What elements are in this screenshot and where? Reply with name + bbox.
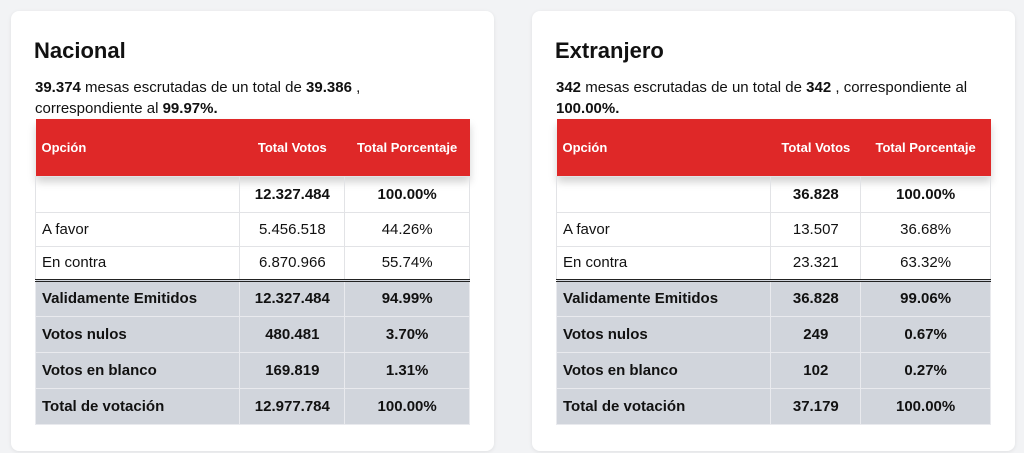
- table-row-summary: Votos nulos 249 0.67%: [555, 315, 991, 353]
- row-votes: 12.977.784: [239, 387, 346, 425]
- row-percent: 63.32%: [860, 245, 991, 281]
- table-row: A favor 13.507 36.68%: [555, 211, 991, 247]
- table-header: Opción Total Votos Total Porcentaje: [35, 119, 470, 176]
- table-row-summary: Total de votación 12.977.784 100.00%: [34, 387, 470, 425]
- row-votes: 6.870.966: [239, 245, 346, 281]
- row-votes: 36.828: [770, 175, 862, 213]
- row-percent: 1.31%: [344, 351, 470, 389]
- row-option: Total de votación: [34, 387, 241, 425]
- table-row-summary: Votos en blanco 102 0.27%: [555, 351, 991, 389]
- table-row: En contra 23.321 63.32%: [555, 245, 991, 281]
- table-row-summary: Validamente Emitidos 12.327.484 94.99%: [34, 278, 470, 317]
- row-percent: 44.26%: [344, 211, 470, 247]
- row-option: A favor: [555, 211, 772, 247]
- row-votes: 36.828: [770, 278, 862, 317]
- table-header: Opción Total Votos Total Porcentaje: [556, 119, 991, 176]
- summary-text-1: mesas escrutadas de un total de: [80, 79, 307, 96]
- row-percent: 94.99%: [344, 278, 470, 317]
- total-tables: 342: [806, 79, 832, 96]
- row-option: Votos nulos: [555, 315, 772, 353]
- row-option: Validamente Emitidos: [34, 278, 241, 317]
- header-percent: Total Porcentaje: [344, 119, 470, 176]
- header-percent: Total Porcentaje: [860, 119, 991, 176]
- table-row-summary: Validamente Emitidos 36.828 99.06%: [555, 278, 991, 317]
- card-title: Extranjero: [555, 38, 664, 63]
- row-votes: 12.327.484: [239, 278, 346, 317]
- row-percent: 100.00%: [860, 387, 991, 425]
- results-table: Opción Total Votos Total Porcentaje 36.8…: [555, 119, 991, 425]
- table-row-summary: Votos en blanco 169.819 1.31%: [34, 351, 470, 389]
- row-votes: 480.481: [239, 315, 346, 353]
- scrutiny-summary: 342 mesas escrutadas de un total de 342 …: [556, 77, 991, 119]
- table-row-total: 12.327.484 100.00%: [34, 175, 470, 213]
- row-option: A favor: [34, 211, 241, 247]
- row-option: Votos nulos: [34, 315, 241, 353]
- row-option: En contra: [34, 245, 241, 281]
- row-option: Validamente Emitidos: [555, 278, 772, 317]
- scrutinized-count: 39.374: [35, 79, 81, 96]
- row-option: En contra: [555, 245, 772, 281]
- table-row: A favor 5.456.518 44.26%: [34, 211, 470, 247]
- row-percent: 100.00%: [860, 175, 991, 213]
- header-votes: Total Votos: [239, 119, 345, 176]
- row-votes: 23.321: [770, 245, 862, 281]
- row-votes: 37.179: [770, 387, 862, 425]
- top-band: [0, 0, 1024, 10]
- row-votes: 5.456.518: [239, 211, 346, 247]
- row-votes: 12.327.484: [239, 175, 346, 213]
- summary-text-1: mesas escrutadas de un total de: [581, 79, 807, 96]
- row-votes: 249: [770, 315, 862, 353]
- row-votes: 102: [770, 351, 862, 389]
- row-percent: 55.74%: [344, 245, 470, 281]
- row-percent: 3.70%: [344, 315, 470, 353]
- scrutiny-percent: 100.00%.: [556, 100, 620, 117]
- row-percent: 100.00%: [344, 175, 470, 213]
- row-option: Total de votación: [555, 387, 772, 425]
- row-option: [34, 175, 241, 213]
- row-votes: 169.819: [239, 351, 346, 389]
- row-percent: 36.68%: [860, 211, 991, 247]
- row-percent: 0.67%: [860, 315, 991, 353]
- row-option: Votos en blanco: [34, 351, 241, 389]
- total-tables: 39.386: [306, 79, 352, 96]
- row-percent: 99.06%: [860, 278, 991, 317]
- header-option: Opción: [556, 119, 771, 176]
- card-nacional: Nacional 39.374 mesas escrutadas de un t…: [11, 11, 494, 451]
- scrutiny-percent: 99.97%.: [162, 100, 218, 117]
- header-option: Opción: [35, 119, 240, 176]
- card-title: Nacional: [34, 38, 126, 63]
- scrutinized-count: 342: [556, 79, 582, 96]
- summary-text-2: , correspondiente al: [35, 79, 361, 117]
- row-percent: 100.00%: [344, 387, 470, 425]
- summary-text-2: , correspondiente al: [831, 79, 968, 96]
- row-votes: 13.507: [770, 211, 862, 247]
- table-row: En contra 6.870.966 55.74%: [34, 245, 470, 281]
- table-row-total: 36.828 100.00%: [555, 175, 991, 213]
- header-votes: Total Votos: [770, 119, 861, 176]
- card-extranjero: Extranjero 342 mesas escrutadas de un to…: [532, 11, 1015, 451]
- row-option: Votos en blanco: [555, 351, 772, 389]
- table-row-summary: Votos nulos 480.481 3.70%: [34, 315, 470, 353]
- row-percent: 0.27%: [860, 351, 991, 389]
- results-table: Opción Total Votos Total Porcentaje 12.3…: [34, 119, 470, 425]
- scrutiny-summary: 39.374 mesas escrutadas de un total de 3…: [35, 77, 470, 119]
- table-row-summary: Total de votación 37.179 100.00%: [555, 387, 991, 425]
- row-option: [555, 175, 772, 213]
